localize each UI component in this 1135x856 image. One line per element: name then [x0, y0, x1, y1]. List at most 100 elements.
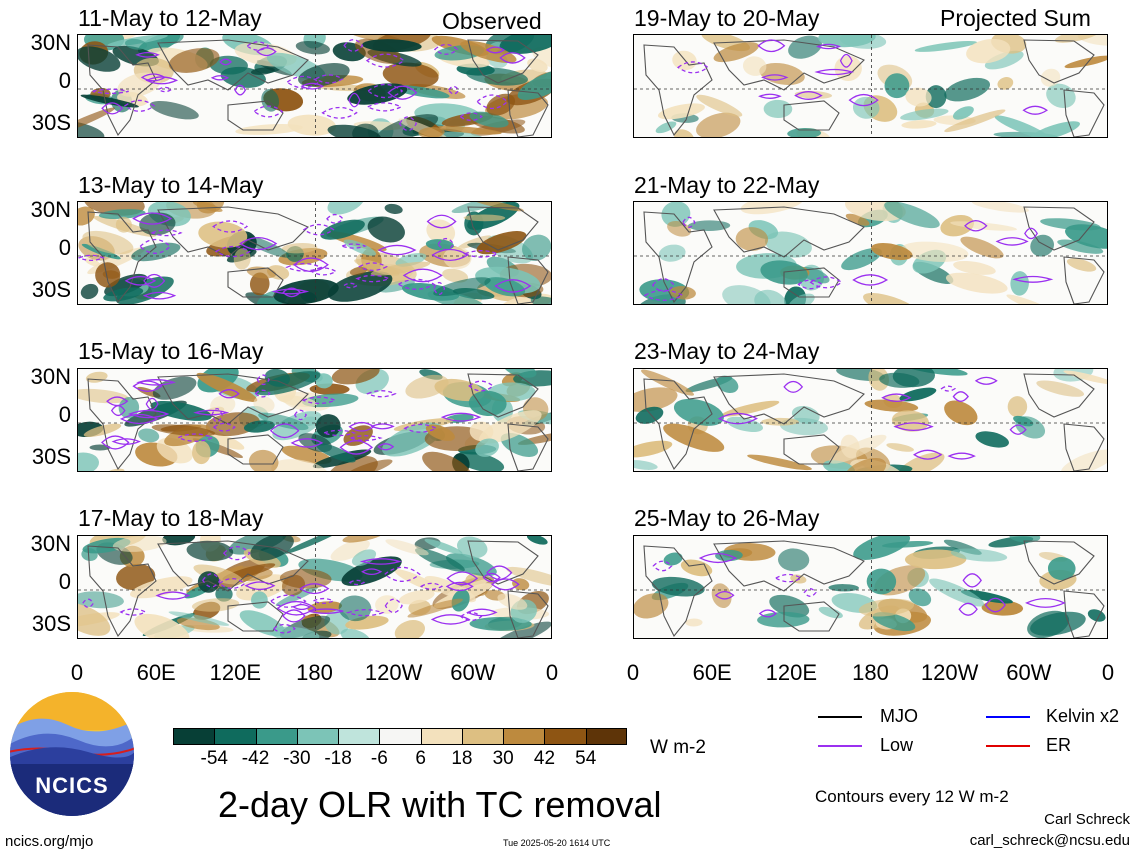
- filtered-olr-contour: [459, 611, 483, 622]
- olr-anomaly-blob: [245, 292, 301, 304]
- filtered-olr-contour: [794, 91, 823, 100]
- coastline: [507, 89, 549, 137]
- filtered-olr-contour: [652, 560, 673, 572]
- olr-anomaly-blob: [872, 612, 916, 632]
- olr-anomaly-blob: [904, 549, 967, 570]
- colorbar-tick-label: -6: [370, 748, 388, 769]
- filtered-olr-contour: [940, 385, 957, 392]
- olr-anomaly-blob: [1064, 55, 1107, 69]
- filtered-olr-contour: [433, 281, 446, 296]
- olr-anomaly-blob: [479, 410, 542, 444]
- olr-anomaly-blob: [726, 416, 763, 432]
- olr-anomaly-blob: [696, 94, 743, 117]
- coastline: [1023, 39, 1095, 84]
- olr-anomaly-blob: [168, 611, 230, 626]
- filtered-olr-contour: [348, 92, 361, 108]
- olr-anomaly-blob: [818, 606, 843, 619]
- olr-anomaly-blob: [176, 617, 220, 631]
- filtered-olr-contour: [342, 282, 359, 289]
- filtered-olr-contour: [145, 397, 159, 411]
- projected-map-panel-1: [633, 34, 1108, 138]
- olr-anomaly-blob: [866, 568, 897, 595]
- olr-anomaly-blob: [944, 77, 991, 102]
- colorbar: [173, 728, 627, 745]
- coastline: [713, 206, 865, 258]
- filtered-olr-contour: [210, 75, 230, 81]
- olr-anomaly-blob: [841, 248, 882, 271]
- latitude-label: 30N: [30, 30, 71, 55]
- filtered-olr-contour: [253, 105, 284, 118]
- olr-anomaly-blob: [243, 420, 275, 433]
- observed-label: Observed: [442, 8, 542, 34]
- longitude-label: 60W: [1006, 660, 1052, 685]
- coastline: [87, 545, 157, 638]
- filtered-olr-contour: [136, 379, 176, 386]
- filtered-olr-contour: [246, 41, 270, 51]
- coastline: [1023, 540, 1095, 585]
- filtered-olr-contour: [326, 213, 344, 224]
- olr-anomaly-blob: [418, 127, 445, 137]
- olr-anomaly-blob: [258, 412, 309, 431]
- filtered-olr-contour: [476, 94, 509, 110]
- panel-title-left-2: 13-May to 14-May: [78, 172, 264, 198]
- olr-anomaly-blob: [354, 258, 400, 276]
- olr-anomaly-blob: [81, 243, 121, 260]
- panel-title-left-1: 11-May to 12-May: [78, 5, 262, 31]
- filtered-olr-contour: [440, 412, 482, 422]
- filtered-olr-contour: [271, 288, 310, 295]
- latitude-label: 30S: [31, 444, 71, 469]
- filtered-olr-contour: [132, 212, 173, 225]
- filtered-olr-contour: [78, 254, 105, 262]
- olr-anomaly-blob: [1061, 449, 1107, 471]
- colorbar-swatch: [380, 729, 422, 744]
- olr-anomaly-blob: [440, 131, 483, 137]
- filtered-olr-contour: [466, 608, 498, 617]
- filtered-olr-contour: [384, 598, 403, 614]
- olr-anomaly-blob: [1006, 294, 1061, 304]
- filtered-olr-contour: [852, 274, 889, 286]
- logo-text: NCICS: [35, 773, 108, 798]
- projected-sum-label: Projected Sum: [940, 5, 1091, 31]
- colorbar-tick-label: -54: [200, 748, 228, 769]
- olr-anomaly-blob: [466, 67, 528, 86]
- olr-anomaly-blob: [151, 424, 216, 437]
- olr-anomaly-blob: [1007, 396, 1028, 418]
- filtered-olr-contour: [383, 566, 421, 582]
- filtered-olr-contour: [446, 571, 479, 586]
- filtered-olr-contour: [218, 389, 240, 399]
- filtered-olr-contour: [397, 278, 436, 290]
- filtered-olr-contour: [269, 423, 300, 439]
- latitude-label: 30N: [30, 531, 71, 556]
- olr-anomaly-blob: [696, 112, 741, 137]
- filtered-olr-contour: [881, 393, 912, 403]
- olr-anomaly-blob: [196, 372, 258, 402]
- olr-anomaly-blob: [892, 369, 936, 388]
- filtered-olr-contour: [310, 267, 338, 276]
- olr-anomaly-blob: [407, 598, 464, 618]
- filtered-olr-contour: [286, 75, 320, 89]
- olr-anomaly-blob: [853, 536, 911, 560]
- colorbar-tick-label: -18: [324, 748, 352, 769]
- longitude-label: 0: [626, 660, 640, 685]
- latitude-label: 0: [58, 569, 71, 594]
- olr-anomaly-blob: [287, 114, 337, 136]
- legend-line-kelvin: [986, 716, 1030, 718]
- filtered-olr-contour: [761, 74, 789, 81]
- olr-anomaly-blob: [78, 107, 116, 135]
- olr-anomaly-blob: [278, 395, 318, 408]
- coastline: [157, 39, 309, 91]
- olr-anomaly-blob: [98, 209, 146, 220]
- filtered-olr-contour: [359, 558, 402, 565]
- olr-anomaly-blob: [900, 369, 968, 376]
- coastline: [157, 540, 309, 592]
- filtered-olr-contour: [212, 422, 236, 432]
- olr-anomaly-blob: [722, 285, 771, 304]
- olr-anomaly-blob: [78, 602, 111, 636]
- olr-anomaly-blob: [634, 387, 678, 412]
- filtered-olr-contour: [398, 116, 418, 132]
- olr-anomaly-blob: [884, 202, 940, 229]
- olr-anomaly-blob: [433, 277, 491, 297]
- latitude-label: 30N: [30, 197, 71, 222]
- olr-anomaly-blob: [673, 398, 724, 426]
- filtered-olr-contour: [774, 573, 803, 583]
